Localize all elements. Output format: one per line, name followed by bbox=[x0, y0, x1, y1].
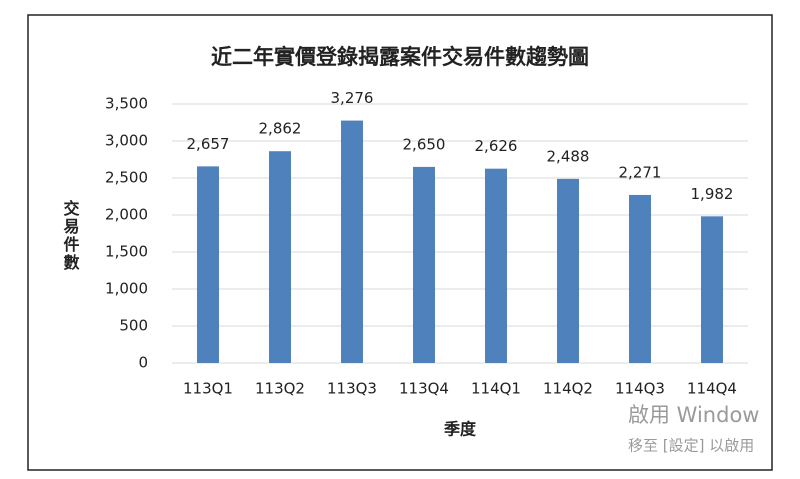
bar bbox=[413, 166, 435, 363]
x-tick-label: 113Q4 bbox=[399, 380, 449, 398]
x-tick-label: 113Q1 bbox=[183, 380, 233, 398]
x-tick-label: 114Q1 bbox=[471, 380, 521, 398]
y-tick-label: 1,000 bbox=[105, 280, 148, 298]
watermark-line2: 移至 [設定] 以啟用 bbox=[628, 437, 754, 455]
value-label: 2,488 bbox=[547, 147, 590, 165]
y-tick-label: 3,000 bbox=[105, 132, 148, 150]
value-label: 2,862 bbox=[259, 120, 302, 138]
y-tick-label: 2,500 bbox=[105, 169, 148, 187]
x-tick-label: 114Q3 bbox=[615, 380, 665, 398]
watermark-line1: 啟用 Window bbox=[628, 403, 759, 427]
value-label: 2,626 bbox=[475, 137, 518, 155]
bar bbox=[485, 168, 507, 363]
chart-border bbox=[27, 14, 773, 471]
chart-title: 近二年實價登錄揭露案件交易件數趨勢圖 bbox=[211, 45, 589, 69]
y-tick-label: 3,500 bbox=[105, 95, 148, 113]
bar bbox=[197, 166, 219, 363]
y-axis-title: 交易件數 bbox=[61, 199, 80, 272]
y-tick-label: 1,500 bbox=[105, 243, 148, 261]
y-tick-label: 500 bbox=[119, 317, 148, 335]
x-tick-label: 114Q2 bbox=[543, 380, 593, 398]
value-label: 3,276 bbox=[331, 89, 374, 107]
bar bbox=[269, 151, 291, 363]
x-tick-label: 113Q2 bbox=[255, 380, 305, 398]
bar bbox=[557, 178, 579, 363]
bar bbox=[629, 194, 651, 363]
value-label: 1,982 bbox=[691, 185, 734, 203]
x-tick-label: 113Q3 bbox=[327, 380, 377, 398]
bar bbox=[701, 216, 723, 363]
x-axis-title: 季度 bbox=[443, 420, 477, 439]
bar bbox=[341, 120, 363, 364]
value-label: 2,650 bbox=[403, 135, 446, 153]
y-tick-label: 2,000 bbox=[105, 206, 148, 224]
value-label: 2,271 bbox=[619, 163, 662, 181]
x-tick-label: 114Q4 bbox=[687, 380, 737, 398]
value-label: 2,657 bbox=[187, 135, 230, 153]
y-tick-label: 0 bbox=[138, 354, 148, 372]
